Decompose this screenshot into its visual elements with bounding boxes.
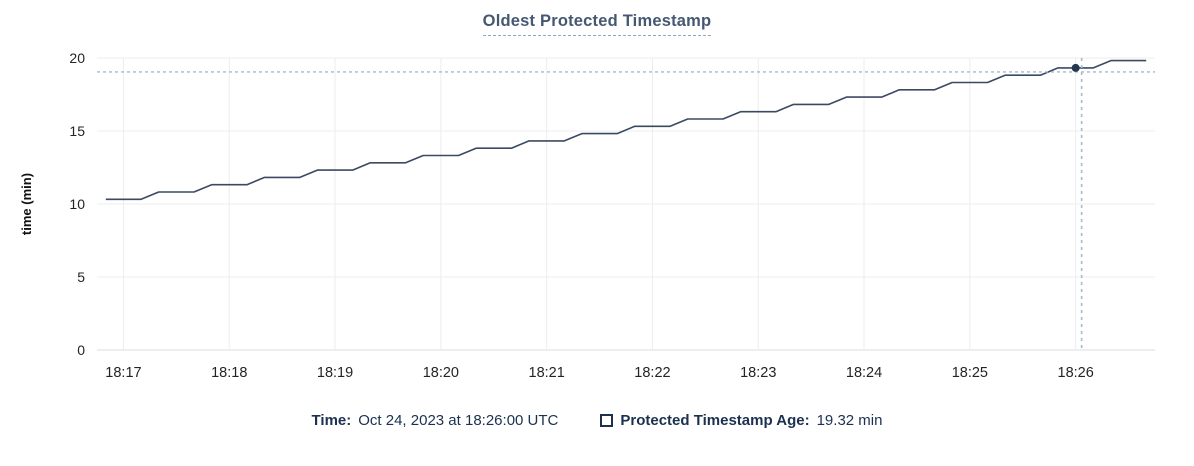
y-tick-label: 10 — [69, 196, 85, 212]
x-tick-label: 18:25 — [952, 365, 988, 381]
chart-legend: Time: Oct 24, 2023 at 18:26:00 UTC Prote… — [0, 412, 1194, 429]
legend-series-toggle[interactable]: Protected Timestamp Age: 19.32 min — [600, 412, 882, 429]
x-tick-label: 18:20 — [423, 365, 459, 381]
chart-title[interactable]: Oldest Protected Timestamp — [482, 12, 712, 36]
x-tick-label: 18:24 — [846, 365, 882, 381]
legend-time-value: Oct 24, 2023 at 18:26:00 UTC — [358, 412, 559, 429]
legend-series-label: Protected Timestamp Age: — [620, 412, 810, 429]
chart-title-row: Oldest Protected Timestamp — [0, 12, 1194, 36]
y-tick-label: 20 — [69, 50, 85, 66]
x-tick-label: 18:18 — [211, 365, 247, 381]
x-tick-label: 18:23 — [740, 365, 776, 381]
x-tick-label: 18:21 — [529, 365, 565, 381]
x-tick-label: 18:26 — [1058, 365, 1094, 381]
y-tick-label: 0 — [77, 342, 85, 358]
line-chart[interactable]: 0 5 10 15 20 18:17 18:18 18:19 18:20 18:21 18:22 18… — [0, 0, 1194, 400]
x-tick-label: 18:19 — [317, 365, 353, 381]
y-axis-label: time (min) — [19, 173, 34, 235]
series-line-protected-timestamp-age — [105, 59, 1147, 201]
legend-time-label: Time: — [311, 412, 352, 429]
legend-series-value: 19.32 min — [816, 412, 883, 429]
hover-point — [1071, 63, 1080, 72]
series-toggle-checkbox[interactable] — [600, 414, 614, 427]
x-tick-label: 18:17 — [105, 365, 141, 381]
x-tick-label: 18:22 — [634, 365, 670, 381]
legend-time: Time: Oct 24, 2023 at 18:26:00 UTC — [312, 412, 559, 429]
y-tick-label: 5 — [77, 269, 85, 285]
y-tick-label: 15 — [69, 123, 85, 139]
